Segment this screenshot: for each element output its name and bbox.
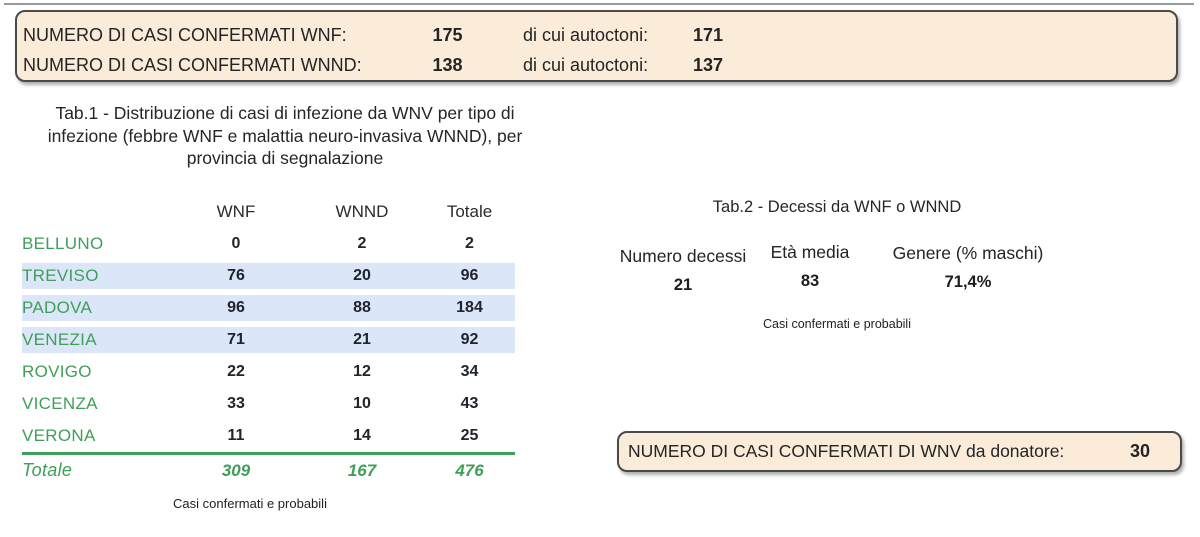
province-name: TREVISO [22, 266, 99, 285]
deaths-count-value: 21 [673, 276, 693, 294]
table-row-totale: Totale 309 167 476 [22, 452, 515, 486]
province-name: VERONA [22, 426, 96, 445]
mean-age-label: Età media [770, 242, 850, 262]
mean-age-stat: Età media 83 [752, 242, 868, 291]
table-row-treviso: TREVISO 76 20 96 [22, 260, 515, 292]
donor-cases-box: NUMERO DI CASI CONFERMATI DI WNV da dona… [617, 431, 1182, 472]
province-name: VENEZIA [22, 330, 97, 349]
wnnd-value: 20 [353, 267, 371, 284]
wnf-value: 96 [227, 299, 245, 316]
totale-value: 34 [460, 363, 479, 380]
confirmed-cases-box: NUMERO DI CASI CONFERMATI WNF: 175 di cu… [15, 10, 1178, 82]
totale-wnf-value: 309 [221, 460, 251, 480]
province-name: VICENZA [22, 394, 98, 413]
gender-label: Genere (% maschi) [892, 243, 1044, 263]
deaths-count-label: Numero decessi [619, 246, 747, 266]
header-wnf: WNF [216, 202, 256, 221]
wnf-cases-label: NUMERO DI CASI CONFERMATI WNF: [23, 24, 347, 45]
wnnd-cases-label: NUMERO DI CASI CONFERMATI WNND: [23, 54, 362, 75]
table-row-venezia: VENEZIA 71 21 92 [22, 324, 515, 356]
wnnd-value: 14 [353, 427, 371, 444]
table1-title: Tab.1 - Distribuzione di casi di infezio… [30, 102, 540, 170]
wnf-value: 76 [227, 267, 245, 284]
wnf-value: 11 [227, 427, 245, 444]
wnnd-value: 21 [353, 331, 371, 348]
wnf-value: 0 [231, 235, 241, 252]
totale-value: 92 [460, 331, 479, 348]
wnf-cases-row: NUMERO DI CASI CONFERMATI WNF: 175 di cu… [23, 20, 1176, 50]
gender-stat: Genere (% maschi) 71,4% [888, 243, 1048, 292]
table2-title: Tab.2 - Decessi da WNF o WNND [712, 198, 962, 216]
totale-wnnd-value: 167 [347, 460, 377, 480]
wnf-value: 22 [227, 363, 245, 380]
table-row-belluno: BELLUNO 0 2 2 [22, 228, 515, 260]
wnnd-value: 12 [353, 363, 371, 380]
wnnd-autochthonous-value: 137 [692, 54, 724, 75]
gender-value: 71,4% [944, 273, 992, 291]
wnnd-value: 2 [357, 235, 367, 252]
totale-value: 184 [456, 299, 483, 316]
table1-title-line1: Tab.1 - Distribuzione di casi di infezio… [55, 103, 515, 123]
provinces-table: WNF WNND Totale BELLUNO 0 2 2 TREVISO 76… [22, 196, 515, 486]
wnnd-value: 10 [353, 395, 371, 412]
province-name: BELLUNO [22, 234, 104, 253]
wnf-cases-value: 175 [432, 24, 463, 45]
wnnd-autochthonous-label: di cui autoctoni: [523, 54, 649, 75]
wnf-value: 33 [227, 395, 245, 412]
top-divider-line [4, 3, 1194, 5]
wnnd-value: 88 [353, 299, 371, 316]
table-row-padova: PADOVA 96 88 184 [22, 292, 515, 324]
wnf-autochthonous-value: 171 [692, 24, 724, 45]
totale-value: 96 [460, 267, 479, 284]
totale-row-label: Totale [22, 460, 73, 480]
table1-footnote: Casi confermati e probabili [173, 496, 327, 511]
table1-title-line2: infezione (febbre WNF e malattia neuro-i… [47, 125, 523, 146]
wnf-autochthonous-label: di cui autoctoni: [523, 24, 649, 45]
header-totale: Totale [446, 202, 493, 221]
province-name: PADOVA [22, 298, 93, 317]
wnnd-cases-value: 138 [432, 54, 463, 75]
totale-value: 2 [465, 235, 474, 252]
table-header-row: WNF WNND Totale [22, 196, 515, 228]
wnnd-cases-row: NUMERO DI CASI CONFERMATI WNND: 138 di c… [23, 50, 1176, 80]
deaths-count-stat: Numero decessi 21 [602, 246, 764, 295]
table-row-rovigo: ROVIGO 22 12 34 [22, 356, 515, 388]
table1-title-line3: provincia di segnalazione [186, 148, 384, 168]
table-row-verona: VERONA 11 14 25 [22, 420, 515, 452]
province-name: ROVIGO [22, 362, 92, 381]
table2-footnote: Casi confermati e probabili [763, 317, 911, 331]
totale-value: 25 [460, 427, 479, 444]
wnf-value: 71 [227, 331, 245, 348]
table-row-vicenza: VICENZA 33 10 43 [22, 388, 515, 420]
totale-totale-value: 476 [455, 460, 484, 480]
mean-age-value: 83 [800, 272, 820, 290]
donor-cases-value: 30 [1129, 441, 1150, 461]
totale-value: 43 [460, 395, 479, 412]
header-wnnd: WNND [335, 202, 389, 221]
donor-cases-label: NUMERO DI CASI CONFERMATI DI WNV da dona… [628, 441, 1065, 461]
